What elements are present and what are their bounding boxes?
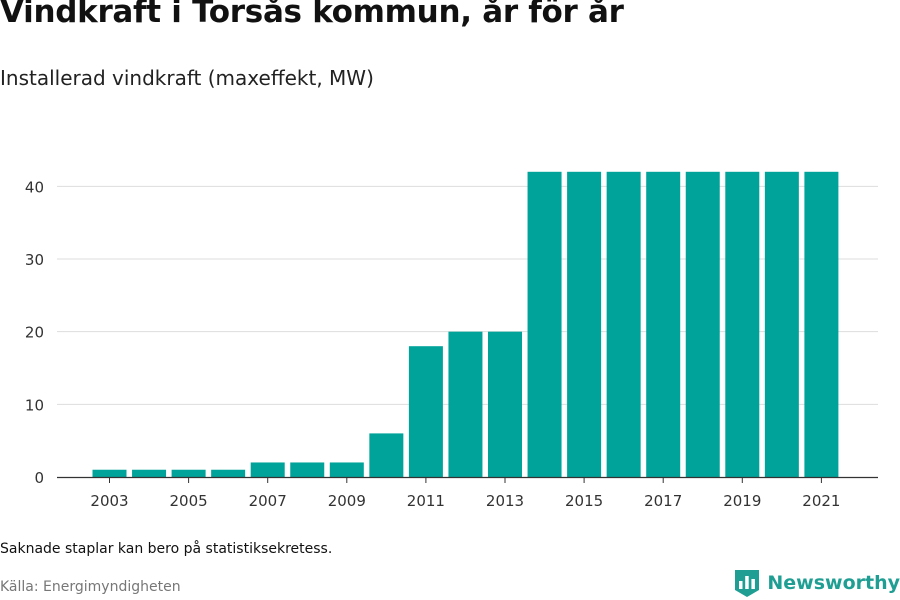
x-tick-label: 2019 xyxy=(723,492,761,510)
bar xyxy=(369,433,404,477)
bar xyxy=(488,331,522,477)
bar xyxy=(606,171,641,478)
x-tick-label: 2005 xyxy=(170,492,208,510)
bar xyxy=(764,171,799,478)
y-tick-label: 10 xyxy=(25,396,44,414)
bar xyxy=(725,171,760,478)
x-tick-label: 2015 xyxy=(565,492,603,510)
bar xyxy=(408,346,443,477)
bars xyxy=(92,171,839,478)
bar-chart-tag-icon xyxy=(735,570,760,597)
bar xyxy=(646,171,681,478)
chart-title: Vindkraft i Torsås kommun, år för år xyxy=(0,0,624,30)
x-tick-label: 2017 xyxy=(644,492,682,510)
bar xyxy=(804,171,839,478)
x-tick-label: 2011 xyxy=(407,492,445,510)
brand-name: Newsworthy xyxy=(767,572,900,594)
bar xyxy=(527,171,562,478)
x-tick-label: 2009 xyxy=(328,492,366,510)
bar xyxy=(171,469,206,477)
x-tick-label: 2007 xyxy=(249,492,287,510)
bar xyxy=(567,171,602,478)
x-axis-ticks: 2003 2005 2007 2009 2011 2013 2015 2017 2019 2021 xyxy=(90,477,840,510)
bar xyxy=(250,462,285,477)
footnote: Saknade staplar kan bero på statistiksek… xyxy=(0,541,333,557)
x-tick-label: 2021 xyxy=(802,492,840,510)
x-tick-label: 2003 xyxy=(90,492,128,510)
bar xyxy=(329,462,364,477)
y-axis-ticks: 0 10 20 30 40 xyxy=(25,178,44,487)
chart-subtitle: Installerad vindkraft (maxeffekt, MW) xyxy=(0,66,374,90)
bar xyxy=(685,171,720,478)
y-tick-label: 0 xyxy=(34,469,44,487)
y-tick-label: 30 xyxy=(25,251,44,269)
brand-logo[interactable]: Newsworthy xyxy=(733,566,900,600)
x-tick-label: 2013 xyxy=(486,492,524,510)
y-tick-label: 20 xyxy=(25,324,44,342)
source-credit: Källa: Energimyndigheten xyxy=(0,579,181,595)
bar xyxy=(92,469,127,477)
bar xyxy=(211,469,246,477)
y-tick-label: 40 xyxy=(25,178,44,196)
bar xyxy=(132,469,167,477)
bar xyxy=(448,331,483,477)
bar xyxy=(290,462,325,477)
